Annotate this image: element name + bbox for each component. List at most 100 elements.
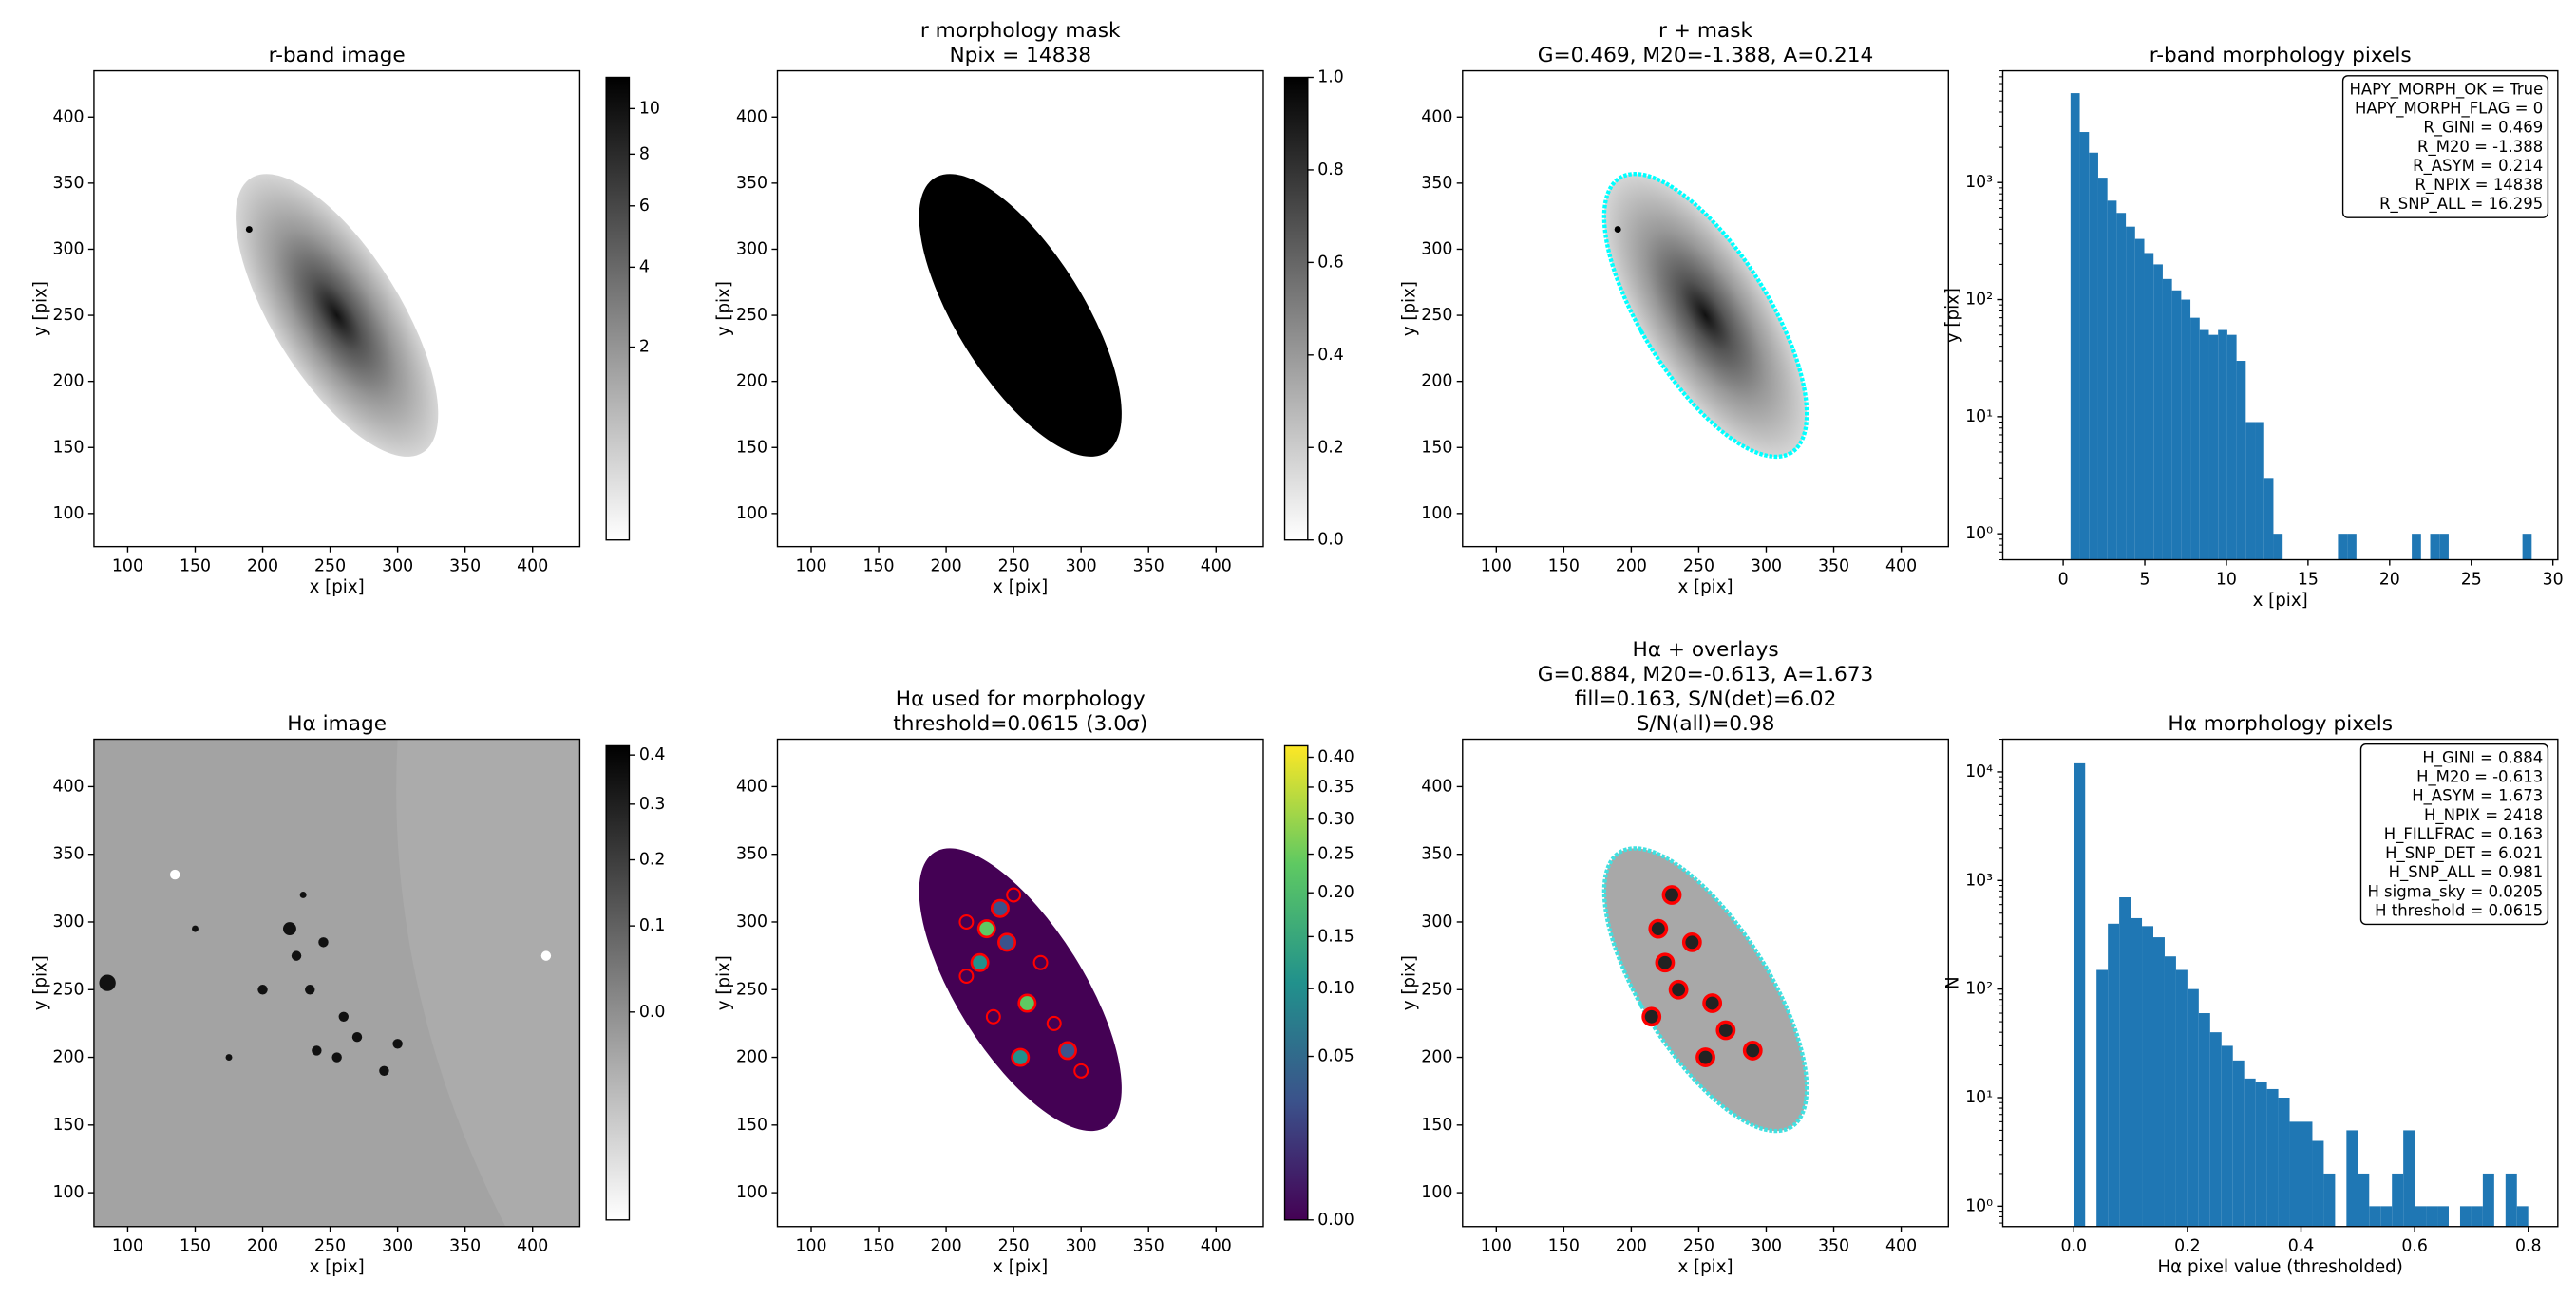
x-axis-label: x [pix] [2253,591,2308,611]
bar [2516,1206,2529,1227]
x-tick-label: 400 [1201,1237,1232,1256]
hot-spot [997,932,1017,952]
x-tick-label: 200 [1616,556,1647,575]
bar [2244,1078,2256,1227]
x-tick-label: 350 [449,556,481,575]
x-tick-label: 150 [1548,1237,1580,1256]
colorbar-tick-label: 1.0 [1317,67,1344,86]
y-tick-label: 10³ [1965,173,1993,192]
x-tick-label: 0.4 [2288,1237,2315,1256]
bar [2522,534,2532,560]
x-tick-label: 100 [1481,556,1512,575]
y-tick-label: 10² [1965,291,1993,310]
colorbar-tick-label: 8 [639,144,650,163]
x-tick-label: 150 [863,1237,895,1256]
source [225,1054,233,1062]
bar [2153,264,2163,560]
y-tick-label: 250 [736,980,767,999]
y-axis-label: y [pix] [714,281,734,336]
y-tick-label: 350 [1421,845,1452,864]
bar [2164,956,2176,1227]
star [169,869,180,880]
x-tick-label: 300 [1066,1237,1097,1256]
x-tick-label: 100 [112,556,143,575]
hot-spot [1017,993,1037,1013]
y-tick-label: 300 [1421,912,1452,931]
y-tick-label: 10⁴ [1965,762,1993,781]
x-axis-label: x [pix] [993,1257,1048,1277]
bar [2107,200,2117,560]
source [351,1031,363,1043]
contour [1655,952,1676,973]
bar [2198,1013,2210,1227]
y-tick-label: 300 [736,239,767,258]
annotation: H sigma_sky = 0.0205 [2367,882,2543,901]
axes-frame [1462,738,1949,1228]
bar [2358,1173,2370,1227]
bar [2392,1173,2404,1227]
colorbar-tick-label: 10 [639,99,660,118]
y-tick-label: 150 [736,438,767,457]
x-tick-label: 10 [2216,570,2237,589]
source [331,1052,342,1063]
bar [2162,278,2172,560]
source [99,974,116,991]
x-tick-label: 5 [2140,570,2150,589]
chart-title: Hα image [287,712,387,736]
bar [2312,1140,2324,1227]
plot-area [93,70,580,547]
x-tick-label: 20 [2379,570,2400,589]
x-tick-label: 300 [1066,556,1097,575]
x-tick-label: 250 [314,1237,346,1256]
bar [2134,238,2145,560]
annotation: H_FILLFRAC = 0.163 [2384,825,2543,844]
y-tick-label: 100 [52,504,84,523]
hot-spot [970,952,990,972]
bar [2426,1206,2438,1227]
contour [1641,1006,1662,1027]
bar [2289,1121,2301,1227]
y-axis-label: y [pix] [30,955,50,1010]
x-tick-label: 250 [998,556,1030,575]
x-tick-label: 100 [1481,1237,1512,1256]
x-tick-label: 100 [795,1237,826,1256]
colorbar-tick-label: 0.2 [1317,438,1344,457]
bar [2403,1130,2415,1227]
contour [1032,954,1049,970]
hot-spot [990,898,1010,918]
colorbar-tick-label: 0.20 [1317,883,1354,902]
source [318,937,329,948]
x-tick-label: 350 [1818,556,1849,575]
annotation: H_ASYM = 1.673 [2412,787,2543,806]
annotation-box [2359,743,2549,926]
y-tick-label: 300 [52,912,84,931]
bar [2126,226,2135,560]
contour [1006,887,1022,903]
hot-spot [1058,1041,1077,1061]
panel: 0 5 10 15 20 25 30 10⁰ 10¹ 10² 10³ x [pix] y [pix] r-… [1942,44,2563,611]
bar [2097,178,2108,560]
source [338,1011,349,1022]
y-tick-label: 250 [1421,306,1452,325]
bar [2437,1206,2449,1227]
colorbar-tick-label: 0.00 [1317,1211,1354,1230]
annotation: H threshold = 0.0615 [2375,901,2543,919]
chart-title: Hα used for morphology [896,687,1146,711]
bar [2199,329,2209,560]
y-tick-label: 200 [736,372,767,391]
hot-spot [976,919,996,939]
x-tick-label: 25 [2461,570,2482,589]
y-tick-label: 10² [1965,980,1993,999]
bar [2232,1060,2245,1227]
x-tick-label: 400 [517,1237,548,1256]
y-tick-label: 300 [52,239,84,258]
y-tick-label: 200 [736,1048,767,1067]
bar [2070,93,2080,560]
x-tick-label: 200 [931,556,962,575]
y-axis-label: y [pix] [1942,288,1962,343]
bar [2074,762,2086,1227]
y-tick-label: 10¹ [1965,407,1993,426]
bar [2181,299,2191,560]
